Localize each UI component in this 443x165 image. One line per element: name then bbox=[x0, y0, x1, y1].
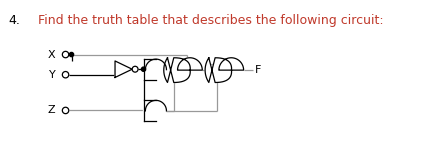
Text: F: F bbox=[255, 65, 261, 75]
Text: Find the truth table that describes the following circuit:: Find the truth table that describes the … bbox=[38, 14, 384, 27]
Circle shape bbox=[62, 107, 69, 114]
Polygon shape bbox=[115, 61, 132, 77]
Circle shape bbox=[62, 71, 69, 78]
Text: 4.: 4. bbox=[9, 14, 20, 27]
Polygon shape bbox=[144, 59, 167, 80]
Polygon shape bbox=[164, 58, 202, 82]
Text: Y: Y bbox=[49, 70, 55, 80]
Polygon shape bbox=[144, 100, 167, 121]
Text: Z: Z bbox=[48, 105, 55, 116]
Circle shape bbox=[62, 51, 69, 58]
Text: X: X bbox=[48, 50, 55, 60]
Circle shape bbox=[132, 66, 138, 72]
Polygon shape bbox=[205, 58, 244, 82]
Circle shape bbox=[70, 52, 74, 57]
Circle shape bbox=[141, 67, 146, 71]
